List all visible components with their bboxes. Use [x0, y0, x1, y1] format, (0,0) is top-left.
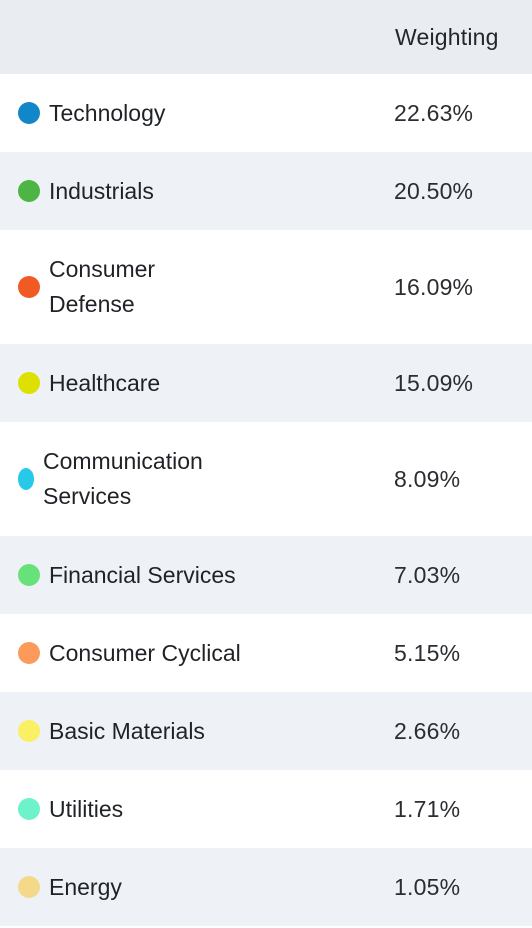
sector-color-dot — [18, 876, 40, 898]
sector-color-dot — [18, 720, 40, 742]
sector-name: Financial Services — [49, 561, 236, 588]
table-row: Energy 1.05% — [0, 848, 532, 926]
sector-cell: Utilities — [0, 792, 394, 827]
table-row: Healthcare 15.09% — [0, 344, 532, 422]
sector-weight: 7.03% — [394, 561, 461, 588]
table-row: Consumer Defense 16.09% — [0, 230, 532, 344]
sector-color-dot — [18, 468, 34, 490]
sector-cell: Technology — [0, 96, 394, 131]
table-row: Utilities 1.71% — [0, 770, 532, 848]
sector-cell: Communication Services — [0, 444, 394, 514]
sector-name: Energy — [49, 873, 122, 900]
sector-cell: Energy — [0, 870, 394, 905]
table-row: Consumer Cyclical 5.15% — [0, 614, 532, 692]
table-row: Communication Services 8.09% — [0, 422, 532, 536]
sector-name: Consumer Cyclical — [49, 639, 241, 666]
table-row: Financial Services 7.03% — [0, 536, 532, 614]
sector-weight: 1.71% — [394, 795, 461, 822]
table-row: Industrials 20.50% — [0, 152, 532, 230]
sector-name: Technology — [49, 99, 166, 126]
sector-weight: 16.09% — [394, 273, 474, 300]
sector-color-dot — [18, 372, 40, 394]
table-row: Technology 22.63% — [0, 74, 532, 152]
sector-color-dot — [18, 276, 40, 298]
sector-color-dot — [18, 564, 40, 586]
sector-weight: 5.15% — [394, 639, 461, 666]
sector-color-dot — [18, 798, 40, 820]
table-header: Weighting — [0, 0, 532, 74]
sector-cell: Financial Services — [0, 558, 394, 593]
sector-name: Utilities — [49, 795, 124, 822]
sector-cell: Consumer Defense — [0, 252, 394, 322]
sector-cell: Industrials — [0, 174, 394, 209]
sector-name: Consumer Defense — [49, 256, 156, 317]
sector-name: Basic Materials — [49, 717, 205, 744]
sector-name: Healthcare — [49, 369, 161, 396]
sector-weight: 20.50% — [394, 177, 474, 204]
sector-weight: 22.63% — [394, 99, 474, 126]
sector-color-dot — [18, 180, 40, 202]
sector-cell: Basic Materials — [0, 714, 394, 749]
sector-color-dot — [18, 642, 40, 664]
sector-weight: 1.05% — [394, 873, 461, 900]
sector-name: Communication Services — [43, 448, 203, 509]
table-row: Basic Materials 2.66% — [0, 692, 532, 770]
sector-weight: 15.09% — [394, 369, 474, 396]
sector-weight: 2.66% — [394, 717, 461, 744]
sector-color-dot — [18, 102, 40, 124]
sector-cell: Consumer Cyclical — [0, 636, 394, 671]
sector-cell: Healthcare — [0, 366, 394, 401]
sector-weight: 8.09% — [394, 465, 461, 492]
header-weighting: Weighting — [395, 23, 499, 50]
sector-name: Industrials — [49, 177, 154, 204]
